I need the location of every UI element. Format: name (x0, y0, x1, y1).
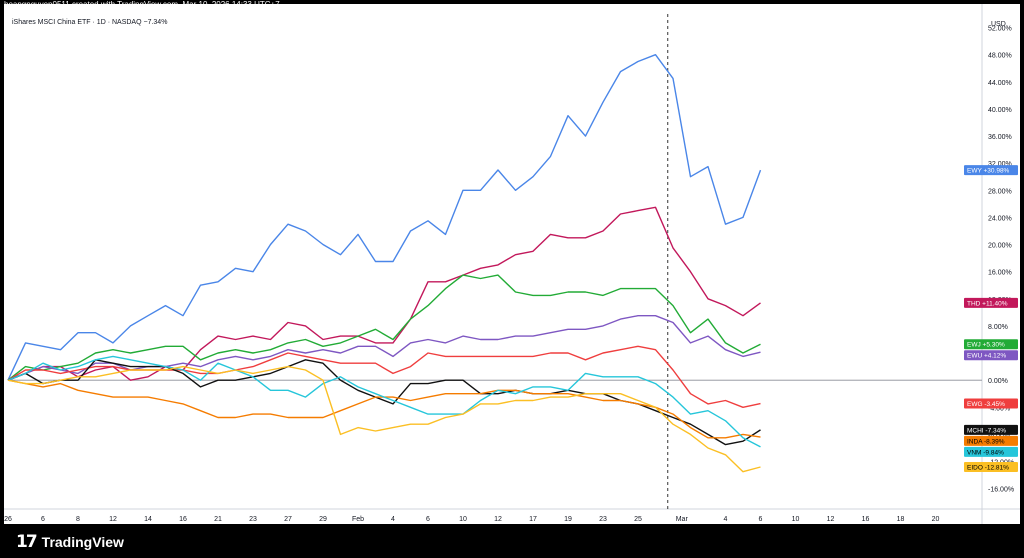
y-tick-label: 36.00% (988, 134, 1012, 141)
x-tick-label: 12 (494, 516, 502, 523)
x-tick-label: 6 (759, 516, 763, 523)
x-tick-label: 23 (599, 516, 607, 523)
series-badge-inda (964, 435, 1018, 446)
x-tick-label: 19 (564, 516, 572, 523)
chart-panel: iShares MSCI China ETF · 1D · NASDAQ −7.… (4, 4, 1020, 524)
series-badge-label: THD +11.40% (967, 300, 1008, 307)
currency-label: USD (991, 21, 1006, 28)
series-badge-label: EWG -3.45% (967, 401, 1005, 408)
x-tick-label: 14 (144, 516, 152, 523)
y-tick-label: 20.00% (988, 243, 1012, 250)
series-badge-ewj (964, 339, 1018, 350)
series-badge-label: VNM -9.84% (967, 449, 1004, 456)
series-line-ewj (7, 274, 761, 381)
y-tick-label: 24.00% (988, 215, 1012, 222)
y-tick-label: 0.00% (988, 378, 1008, 385)
y-tick-label: 16.00% (988, 270, 1012, 277)
series-badge-label: MCHI -7.34% (967, 427, 1006, 434)
series-badge-ewg (964, 398, 1018, 409)
y-tick-label: -8.00% (988, 432, 1010, 439)
x-tick-label: 26 (4, 516, 12, 523)
series-badge-eido (964, 462, 1018, 473)
x-tick-label: 4 (391, 516, 395, 523)
x-tick-label: 8 (76, 516, 80, 523)
y-tick-label: 8.00% (988, 324, 1008, 331)
series-badge-vnm (964, 446, 1018, 457)
brand: 17 TradingView (16, 532, 124, 552)
y-tick-label: 52.00% (988, 26, 1012, 33)
x-tick-label: 6 (426, 516, 430, 523)
x-tick-label: Feb (352, 516, 364, 523)
x-tick-label: 18 (897, 516, 905, 523)
series-badge-thd (964, 297, 1018, 308)
series-line-ewg (7, 345, 761, 408)
x-tick-label: Mar (676, 516, 689, 523)
x-tick-label: 16 (179, 516, 187, 523)
series-badge-label: EIDO -12.81% (967, 465, 1009, 472)
brand-name: TradingView (41, 534, 124, 550)
x-tick-label: 6 (41, 516, 45, 523)
x-tick-label: 4 (724, 516, 728, 523)
x-tick-label: 29 (319, 516, 327, 523)
y-tick-label: 32.00% (988, 161, 1012, 168)
x-tick-label: 20 (932, 516, 940, 523)
y-tick-label: 44.00% (988, 80, 1012, 87)
y-tick-label: 28.00% (988, 188, 1012, 195)
x-tick-label: 17 (529, 516, 537, 523)
series-badge-label: INDA -8.39% (967, 438, 1005, 445)
x-tick-label: 23 (249, 516, 257, 523)
y-tick-label: -16.00% (988, 487, 1014, 494)
y-tick-label: 40.00% (988, 107, 1012, 114)
series-badge-label: EWU +4.12% (967, 353, 1006, 360)
x-tick-label: 27 (284, 516, 292, 523)
symbol-line: iShares MSCI China ETF · 1D · NASDAQ −7.… (12, 19, 168, 26)
series-badge-label: EWJ +5.30% (967, 342, 1005, 349)
chart-svg: USD52.00%48.00%44.00%40.00%36.00%32.00%2… (4, 4, 1020, 524)
x-tick-label: 12 (827, 516, 835, 523)
x-tick-label: 21 (214, 516, 222, 523)
x-tick-label: 16 (862, 516, 870, 523)
x-tick-label: 10 (459, 516, 467, 523)
x-tick-label: 10 (792, 516, 800, 523)
series-badge-ewy (964, 165, 1018, 176)
series-line-ewy (7, 54, 762, 381)
series-badge-mchi (964, 424, 1018, 435)
series-badge-ewu (964, 350, 1018, 361)
series-line-thd (7, 206, 761, 381)
series-line-eido (7, 365, 761, 473)
series-line-vnm (7, 355, 761, 448)
series-badge-label: EWY +30.98% (967, 168, 1010, 175)
y-tick-label: 48.00% (988, 53, 1012, 60)
x-tick-label: 25 (634, 516, 642, 523)
tradingview-logo-icon: 17 (16, 532, 38, 552)
x-tick-label: 12 (109, 516, 117, 523)
y-tick-label: -4.00% (988, 405, 1010, 412)
